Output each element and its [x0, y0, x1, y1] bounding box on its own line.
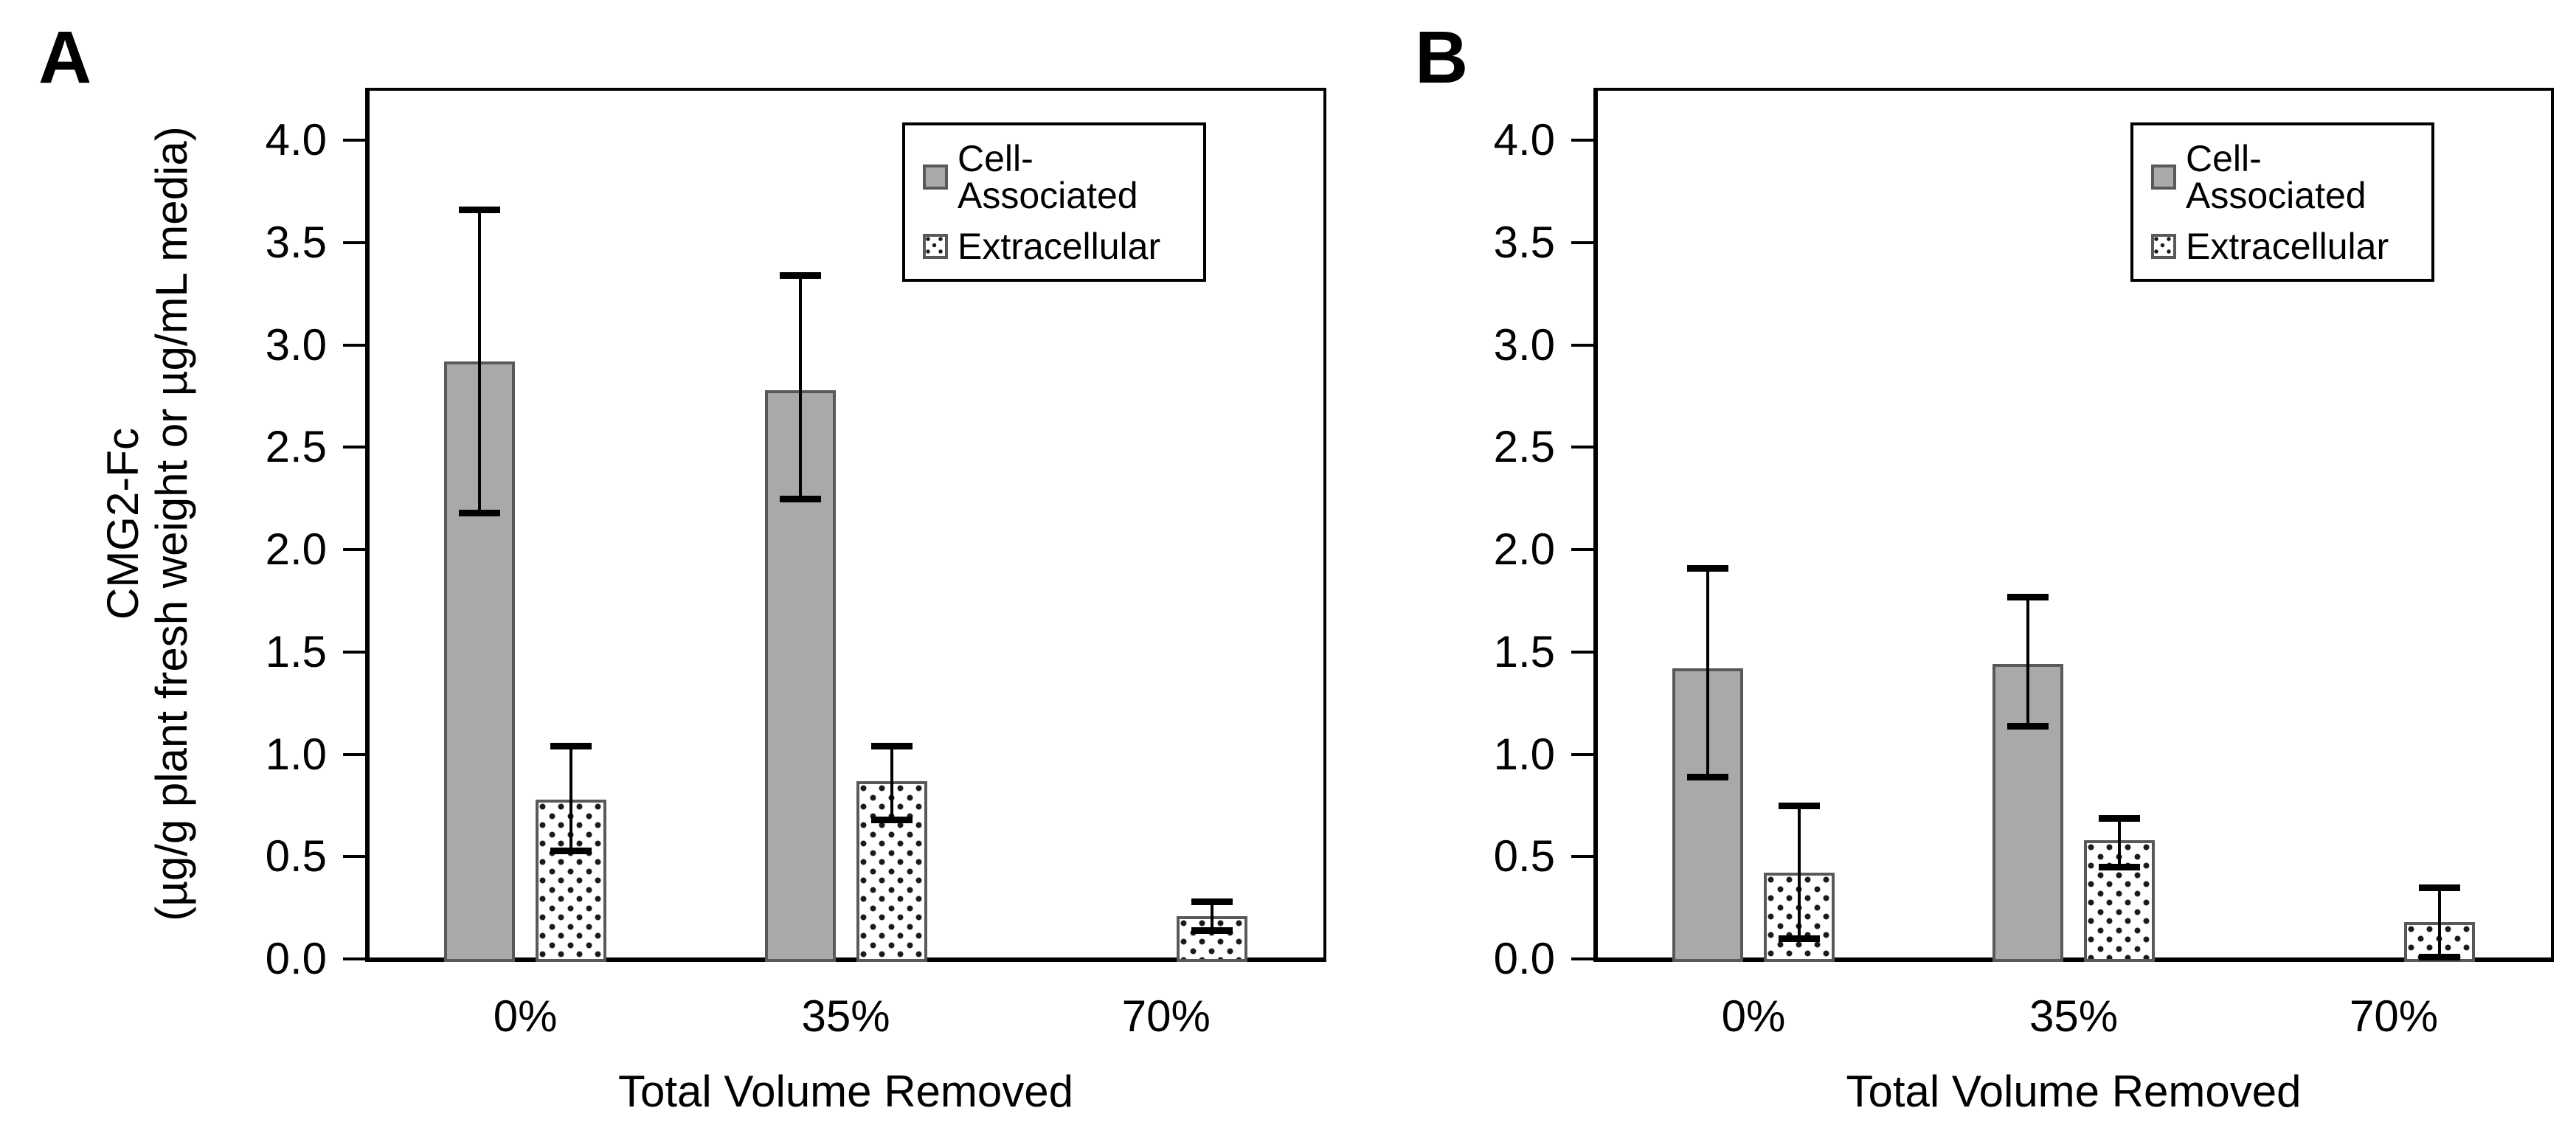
panel-b-y-tick-label: 2.5: [1493, 422, 1555, 472]
panel-a-y-tick-label: 2.0: [265, 524, 327, 574]
legend-label: Cell-Associated: [2186, 137, 2366, 216]
panel-a-error-bar-cap-top: [550, 743, 592, 750]
panel-a-y-tick-label: 3.5: [265, 217, 327, 267]
panel-b-error-bar-line: [1798, 805, 1801, 939]
cell-associated-swatch-icon: [2151, 164, 2176, 190]
panel-b-error-bar-cap-bottom: [1687, 774, 1728, 781]
panel-a-error-bar-cap-bottom: [779, 495, 821, 502]
panel-a-y-tick: [343, 343, 365, 347]
panel-b-y-tick-label: 0.5: [1493, 831, 1555, 882]
panel-a-y-tick-label: 3.0: [265, 319, 327, 370]
panel-b-error-bar-line: [2026, 596, 2029, 726]
panel-b-y-tick: [1571, 752, 1593, 756]
panel-b-letter: B: [1415, 16, 1469, 99]
panel-a-error-bar-cap-top: [779, 272, 821, 280]
panel-a-error-bar-cap-bottom: [1191, 927, 1233, 935]
panel-b-x-category-label: 0%: [1721, 991, 1786, 1041]
panel-b-error-bar-line: [2438, 887, 2441, 957]
panel-a-y-axis-line: [365, 88, 370, 962]
panel-a-error-bar-cap-top: [1191, 898, 1233, 906]
panel-b-error-bar-cap-top: [2419, 884, 2460, 891]
panel-a-error-bar-cap-top: [870, 743, 913, 750]
panel-b-y-tick-label: 2.0: [1493, 524, 1555, 574]
cell-associated-swatch-icon: [923, 164, 948, 190]
panel-b-y-tick: [1571, 240, 1593, 244]
panel-b-y-tick: [1571, 343, 1593, 347]
panel-a-legend: Cell-Associated Extracellular: [902, 122, 1206, 282]
panel-b-y-tick: [1571, 957, 1593, 960]
legend-entry-cell-associated: Cell-Associated: [923, 140, 1196, 214]
panel-a-y-tick: [343, 240, 365, 244]
legend-label: Extracellular: [2186, 225, 2389, 267]
panel-b-error-bar-cap-bottom: [2099, 864, 2140, 871]
panel-a-y-tick: [343, 139, 365, 142]
panel-a-error-bar-line: [569, 746, 573, 851]
panel-b-x-axis-title: Total Volume Removed: [1846, 1067, 2302, 1116]
panel-a-y-tick: [343, 446, 365, 449]
panel-a-error-bar-cap-top: [459, 207, 501, 214]
panel-b-y-tick: [1571, 650, 1593, 654]
panel-a-error-bar-cap-bottom: [550, 847, 592, 854]
panel-a-error-bar-line: [890, 746, 893, 820]
panel-a-y-tick-label: 0.0: [265, 934, 327, 983]
panel-a-y-tick-label: 4.0: [265, 115, 327, 164]
legend-entry-extracellular: Extracellular: [923, 228, 1196, 265]
panel-b-error-bar-cap-top: [2099, 814, 2140, 822]
panel-b-error-bar-cap-top: [1687, 564, 1728, 572]
panel-b-error-bar-cap-top: [1779, 802, 1820, 809]
panel-b-y-tick-label: 1.5: [1493, 626, 1555, 676]
legend-label: Cell-Associated: [958, 137, 1138, 216]
panel-b-x-category-label: 35%: [2029, 991, 2119, 1041]
panel-b-y-tick-label: 4.0: [1493, 115, 1555, 164]
legend-label: Extracellular: [958, 225, 1161, 267]
panel-b-error-bar-cap-bottom: [1779, 935, 1820, 943]
panel-b-y-tick: [1571, 855, 1593, 859]
panel-b-y-tick: [1571, 548, 1593, 551]
panel-a-letter: A: [38, 16, 92, 99]
panel-a-error-bar-cap-bottom: [459, 510, 501, 517]
legend-entry-extracellular: Extracellular: [2151, 228, 2424, 265]
panel-a-x-axis-title: Total Volume Removed: [618, 1067, 1073, 1116]
panel-b-y-tick-label: 0.0: [1493, 934, 1555, 983]
panel-b-y-tick: [1571, 446, 1593, 449]
panel-b-y-tick: [1571, 139, 1593, 142]
panel-a-y-tick: [343, 957, 365, 960]
panel-a-y-tick: [343, 650, 365, 654]
y-axis-title-line1: CMG2-Fc: [98, 428, 148, 620]
panel-a-error-bar-line: [478, 209, 482, 513]
extracellular-swatch-icon: [2151, 233, 2176, 259]
panel-a-y-tick-label: 1.5: [265, 626, 327, 676]
panel-a-y-tick-label: 2.5: [265, 422, 327, 472]
panel-b-y-tick-label: 3.0: [1493, 319, 1555, 370]
panel-a-y-tick-label: 0.5: [265, 831, 327, 882]
panel-a-x-axis-line: [365, 957, 1326, 962]
panel-a-y-tick: [343, 855, 365, 859]
panel-b-error-bar-cap-bottom: [2419, 954, 2460, 961]
panel-a-y-tick-label: 1.0: [265, 729, 327, 779]
panel-a-error-bar-cap-bottom: [870, 817, 913, 824]
panel-b-error-bar-line: [1706, 567, 1709, 777]
panel-a-x-category-label: 35%: [801, 991, 890, 1041]
panel-a-y-tick: [343, 752, 365, 756]
panel-b-y-tick-label: 3.5: [1493, 217, 1555, 267]
panel-a-y-tick: [343, 548, 365, 551]
extracellular-swatch-icon: [923, 233, 948, 259]
panel-b-x-category-label: 70%: [2349, 991, 2439, 1041]
panel-a-error-bar-line: [798, 275, 802, 499]
panel-a-x-category-label: 70%: [1121, 991, 1211, 1041]
panel-b-error-bar-cap-top: [2007, 593, 2049, 600]
legend-entry-cell-associated: Cell-Associated: [2151, 140, 2424, 214]
panel-b-legend: Cell-Associated Extracellular: [2130, 122, 2434, 282]
panel-b-y-axis-line: [1593, 88, 1598, 962]
panel-b-x-axis-line: [1593, 957, 2554, 962]
panel-b-error-bar-line: [2118, 817, 2121, 867]
panel-b-error-bar-cap-bottom: [2007, 722, 2049, 730]
panel-a-x-category-label: 0%: [493, 991, 558, 1041]
panel-a-error-bar-line: [1210, 901, 1213, 931]
panel-b-y-tick-label: 1.0: [1493, 729, 1555, 779]
